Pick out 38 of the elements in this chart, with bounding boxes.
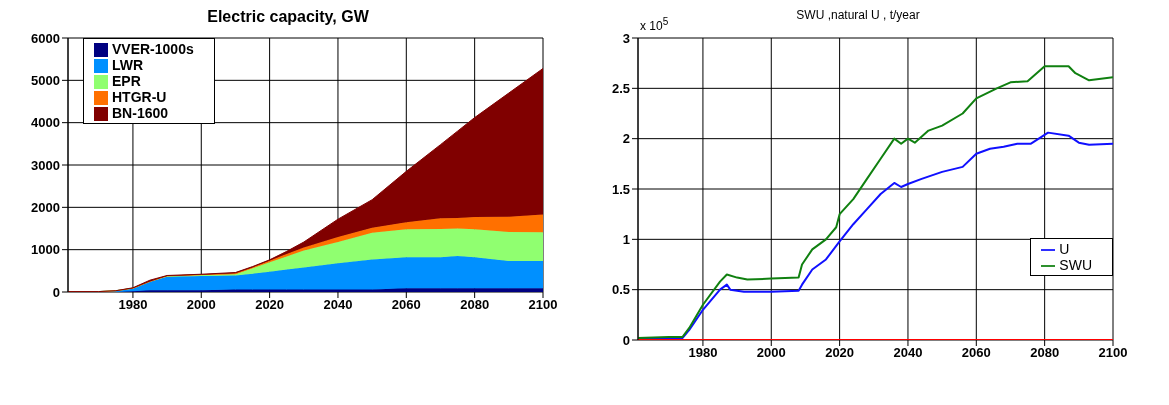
x-tick-label: 1980 [688, 345, 718, 361]
legend-label: SWU [1059, 257, 1092, 273]
y-tick-label: 0 [52, 284, 60, 300]
y-tick-label: 0.5 [611, 282, 630, 298]
x-tick-label: 2100 [528, 297, 558, 313]
y-tick-label: 3000 [31, 157, 60, 173]
legend-label: HTGR-U [112, 89, 167, 105]
legend-label: U [1059, 241, 1070, 257]
x-tick-label: 2020 [825, 345, 855, 361]
y-tick-label: 1000 [31, 242, 60, 258]
y-tick-label: 2000 [31, 199, 60, 215]
legend-label: EPR [112, 73, 141, 89]
y-tick-label: 1.5 [611, 181, 630, 197]
x-tick-label: 2080 [1030, 345, 1060, 361]
y-tick-label: 3 [622, 30, 630, 46]
x-tick-label: 2000 [756, 345, 786, 361]
x-tick-label: 2100 [1098, 345, 1128, 361]
x-tick-label: 2040 [323, 297, 353, 313]
legend-label: LWR [112, 57, 144, 73]
x-tick-label: 2020 [255, 297, 285, 313]
chart-title: Electric capacity, GW [206, 8, 370, 27]
y-tick-label: 1 [622, 231, 630, 247]
y-tick-label: 6000 [31, 30, 60, 46]
y-tick-label: 5000 [31, 72, 60, 88]
text: x 10$^{5}$ [640, 16, 669, 33]
x-tick-label: 2000 [186, 297, 216, 313]
y-tick-label: 4000 [31, 115, 60, 131]
x-tick-label: 2080 [460, 297, 490, 313]
x-tick-label: 2060 [391, 297, 421, 313]
y-tick-label: 0 [622, 332, 630, 348]
chart-title: SWU ,natural U , t/year [796, 8, 920, 22]
y-tick-label: 2 [622, 131, 630, 147]
legend-label: VVER-1000s [112, 41, 194, 57]
x-tick-label: 2040 [893, 345, 923, 361]
x-tick-label: 2060 [961, 345, 991, 361]
legend-label: BN-1600 [112, 105, 169, 121]
y-tick-label: 2.5 [611, 80, 630, 96]
x-tick-label: 1980 [118, 297, 148, 313]
